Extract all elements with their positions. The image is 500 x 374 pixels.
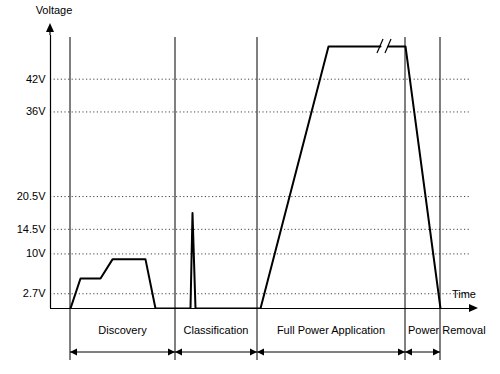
svg-text:20.5V: 20.5V xyxy=(17,190,46,202)
svg-text:36V: 36V xyxy=(26,105,46,117)
svg-text:Full Power Application: Full Power Application xyxy=(277,324,385,336)
svg-text:Time: Time xyxy=(452,288,476,300)
svg-text:14.5V: 14.5V xyxy=(17,223,46,235)
svg-text:2.7V: 2.7V xyxy=(23,287,46,299)
svg-text:10V: 10V xyxy=(26,247,46,259)
svg-text:Discovery: Discovery xyxy=(98,324,147,336)
svg-text:Voltage: Voltage xyxy=(36,4,73,16)
svg-text:42V: 42V xyxy=(26,73,46,85)
svg-text:Power Removal: Power Removal xyxy=(408,324,486,336)
svg-text:Classification: Classification xyxy=(184,324,249,336)
